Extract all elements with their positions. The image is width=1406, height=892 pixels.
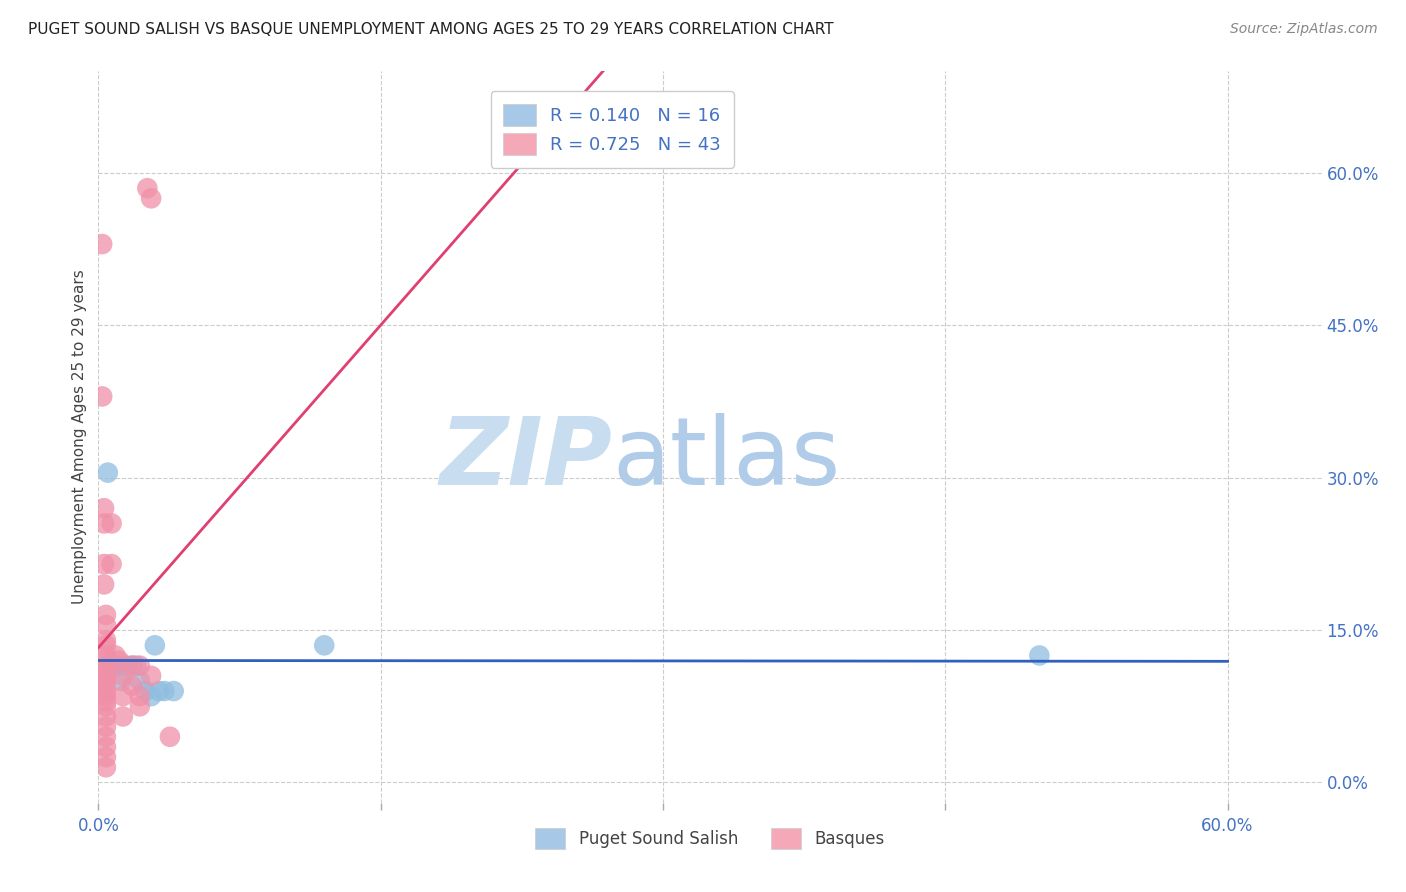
Point [148, 684, 170, 698]
Point [91, 389, 114, 403]
Point [139, 191, 162, 205]
Point [94, 709, 117, 723]
Point [121, 658, 143, 673]
Point [134, 684, 156, 698]
Point [94, 694, 117, 708]
Point [94, 607, 117, 622]
Point [94, 699, 117, 714]
Point [128, 699, 150, 714]
Point [103, 658, 125, 673]
Point [104, 648, 127, 663]
Point [136, 181, 159, 195]
Point [314, 638, 336, 652]
Text: Source: ZipAtlas.com: Source: ZipAtlas.com [1230, 22, 1378, 37]
Point [94, 648, 117, 663]
Point [128, 658, 150, 673]
Point [139, 669, 162, 683]
Legend: Puget Sound Salish, Basques: Puget Sound Salish, Basques [523, 817, 897, 860]
Point [94, 679, 117, 693]
Point [94, 760, 117, 774]
Point [143, 638, 166, 652]
Point [100, 516, 122, 531]
Point [1028, 648, 1050, 663]
Point [94, 730, 117, 744]
Y-axis label: Unemployment Among Ages 25 to 29 years: Unemployment Among Ages 25 to 29 years [72, 269, 87, 605]
Point [93, 577, 115, 591]
Point [94, 669, 117, 683]
Point [94, 739, 117, 754]
Point [128, 689, 150, 703]
Point [93, 501, 115, 516]
Point [94, 654, 117, 668]
Text: PUGET SOUND SALISH VS BASQUE UNEMPLOYMENT AMONG AGES 25 TO 29 YEARS CORRELATION : PUGET SOUND SALISH VS BASQUE UNEMPLOYMEN… [28, 22, 834, 37]
Point [153, 684, 176, 698]
Point [91, 237, 114, 252]
Point [121, 658, 143, 673]
Point [94, 633, 117, 648]
Point [111, 689, 134, 703]
Point [105, 658, 128, 673]
Point [100, 557, 122, 571]
Point [125, 658, 148, 673]
Point [111, 709, 134, 723]
Point [163, 684, 186, 698]
Point [94, 750, 117, 764]
Point [94, 684, 117, 698]
Point [94, 673, 117, 688]
Point [93, 557, 115, 571]
Point [115, 658, 138, 673]
Text: atlas: atlas [612, 413, 841, 505]
Point [94, 658, 117, 673]
Point [94, 664, 117, 678]
Point [94, 638, 117, 652]
Point [97, 466, 120, 480]
Point [159, 730, 181, 744]
Point [110, 673, 132, 688]
Point [128, 673, 150, 688]
Text: ZIP: ZIP [439, 413, 612, 505]
Point [121, 679, 143, 693]
Point [139, 689, 162, 703]
Point [94, 689, 117, 703]
Point [94, 618, 117, 632]
Point [108, 654, 131, 668]
Point [94, 720, 117, 734]
Point [93, 516, 115, 531]
Point [111, 669, 134, 683]
